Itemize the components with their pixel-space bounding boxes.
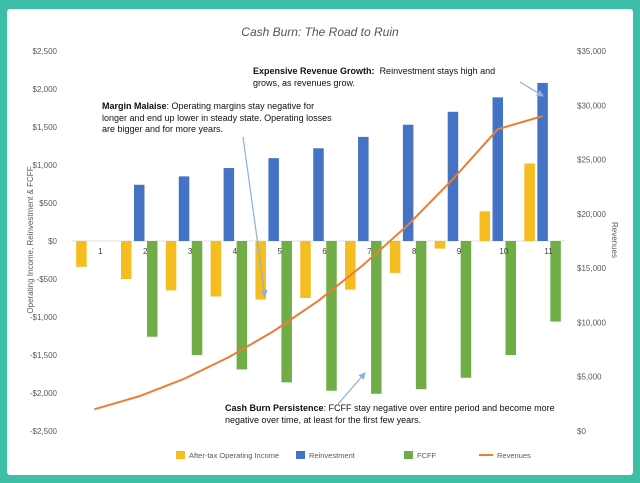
y-tick-label: -$1,500 [30,351,58,360]
legend-swatch [404,451,413,459]
annotation-text: : FCFF stay negative over entire period … [225,403,555,425]
chart-title: Cash Burn: The Road to Ruin [241,25,399,39]
y2-tick-label: $5,000 [577,373,602,382]
bar-after-tax-operating-income [389,241,401,273]
bar-fcff [326,241,337,391]
annotation-text: Reinvestment stays high and grows, as re… [253,66,496,88]
annotation-title: Margin Malaise [102,101,167,111]
bar-fcff [236,241,248,370]
bar-after-tax-operating-income [76,241,87,267]
y-tick-label: -$500 [37,275,58,284]
bar-after-tax-operating-income [120,241,132,279]
annotation-text: : Operating margins stay negative for lo… [102,101,332,134]
bar-reinvestment [223,168,235,241]
bar-after-tax-operating-income [524,163,535,241]
bar-after-tax-operating-income [255,241,266,300]
bar-fcff [191,241,203,355]
legend-label: Revenues [497,451,531,460]
y-tick-label: $1,000 [33,161,58,170]
bar-reinvestment [133,184,145,241]
legend-label: FCFF [417,451,437,460]
y-tick-label: $2,000 [33,85,58,94]
annotation-expensive-revenue-growth: Expensive Revenue Growth: Reinvestment s… [253,66,503,89]
bar-reinvestment [268,158,279,241]
y2-tick-label: $25,000 [577,156,606,165]
bar-after-tax-operating-income [300,241,311,298]
y2-tick-label: $0 [577,427,586,436]
bar-reinvestment [537,82,548,241]
y-tick-label: $1,500 [33,123,58,132]
y2-tick-label: $15,000 [577,264,606,273]
revenues-line [94,115,543,411]
y-tick-label: -$2,500 [30,427,58,436]
bar-after-tax-operating-income [345,241,356,290]
legend-swatch [176,451,185,459]
bar-reinvestment [178,176,190,241]
bar-after-tax-operating-income [210,241,222,297]
y-tick-label: -$2,000 [30,389,58,398]
category-label: 2 [143,247,148,256]
bar-fcff [460,241,472,378]
category-label: 3 [188,247,193,256]
y-axis-title: Operating Income, Reinvestment & FCFF [26,166,35,313]
bar-reinvestment [402,124,414,241]
y-tick-label: $500 [39,199,57,208]
y2-tick-label: $20,000 [577,210,606,219]
bar-fcff [505,241,517,355]
bar-fcff [415,241,427,390]
y2-tick-label: $30,000 [577,101,606,110]
annotation-cash-burn-persistence: Cash Burn Persistence: FCFF stay negativ… [225,403,570,426]
annotation-title: Cash Burn Persistence [225,403,324,413]
bar-fcff [146,241,158,337]
legend-label: After-tax Operating Income [189,451,279,460]
category-label: 10 [499,247,508,256]
category-label: 7 [367,247,372,256]
arrow-expensive-revenue-growth [519,81,545,97]
bar-after-tax-operating-income [434,241,446,249]
bar-reinvestment [358,136,369,241]
y2-axis-title: Revenues [610,222,619,258]
category-label: 8 [412,247,417,256]
arrow-cash-burn-persistence [337,372,366,405]
bar-after-tax-operating-income [165,241,177,291]
category-label: 1 [98,247,103,256]
bar-reinvestment [492,97,504,241]
y2-tick-label: $35,000 [577,47,606,56]
legend-label: Reinvestment [309,451,356,460]
bar-reinvestment [447,111,459,241]
arrow-margin-malaise [242,136,268,298]
legend-swatch [296,451,305,459]
bar-fcff [281,241,292,383]
y-tick-label: -$1,000 [30,313,58,322]
bar-after-tax-operating-income [479,211,491,241]
category-label: 9 [457,247,462,256]
y-tick-label: $2,500 [33,47,58,56]
category-label: 4 [233,247,238,256]
category-label: 6 [322,247,327,256]
bar-fcff [550,241,561,322]
category-label: 5 [277,247,282,256]
y-tick-label: $0 [48,237,57,246]
category-label: 11 [544,247,553,256]
bar-reinvestment [313,148,324,241]
y2-tick-label: $10,000 [577,318,606,327]
bar-fcff [371,241,382,394]
annotation-title: Expensive Revenue Growth: [253,66,375,76]
annotation-margin-malaise: Margin Malaise: Operating margins stay n… [102,101,334,136]
